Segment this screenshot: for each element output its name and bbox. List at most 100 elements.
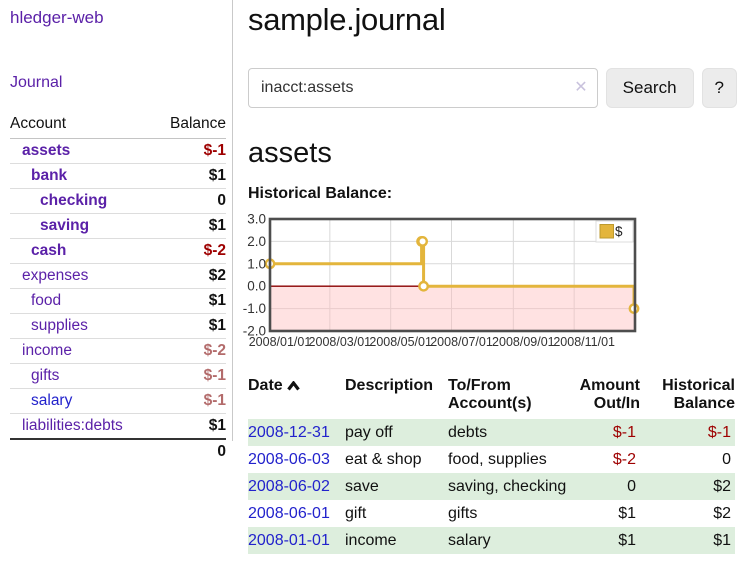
data-point-marker[interactable] — [417, 236, 428, 247]
sidebar-item-journal[interactable]: Journal — [10, 74, 63, 91]
accounts-total-balance: 0 — [154, 438, 226, 464]
account-balance: $1 — [154, 163, 226, 189]
transaction-amount: $-2 — [612, 451, 636, 468]
date-column-label: Date — [248, 377, 283, 394]
y-tick-label: 2.0 — [247, 234, 266, 249]
transaction-amount: $1 — [618, 505, 636, 522]
transaction-balance: $2 — [713, 505, 731, 522]
transaction-accounts: food, supplies — [448, 451, 547, 468]
search-button[interactable]: Search — [605, 68, 694, 108]
account-row: gifts $-1 — [10, 363, 226, 389]
account-row: income $-2 — [10, 338, 226, 364]
register-row: 2008-06-03 eat & shop food, supplies $-2 0 — [248, 446, 735, 473]
account-row: liabilities:debts $1 — [10, 413, 226, 439]
account-balance: $2 — [154, 263, 226, 289]
account-balance: $-2 — [154, 238, 226, 264]
register-header-description: Description — [345, 377, 434, 394]
transaction-date-link[interactable]: 2008-12-31 — [248, 419, 345, 446]
account-balance: 0 — [154, 188, 226, 214]
transaction-amount: $-1 — [576, 419, 640, 446]
account-link-checking[interactable]: checking — [10, 188, 155, 214]
register-row: 2008-12-31 pay off debts $-1 $-1 — [248, 419, 735, 446]
x-tick-label: 2008/11/01 — [553, 335, 615, 349]
x-tick-label: 2008/05/01 — [369, 335, 432, 349]
account-link-cash[interactable]: cash — [10, 238, 155, 264]
search-form: ✕ Search ? — [248, 68, 737, 108]
y-tick-label: -1.0 — [243, 301, 266, 316]
transaction-description: eat & shop — [345, 451, 422, 468]
main-content: sample.journal ✕ Search ? assets Histori… — [243, 0, 737, 554]
transaction-accounts: salary — [448, 527, 576, 554]
x-tick-label: 2008/09/01 — [492, 335, 555, 349]
transaction-date-link[interactable]: 2008-01-01 — [248, 527, 345, 554]
transaction-description: pay off — [345, 419, 448, 446]
legend-swatch — [599, 224, 614, 239]
transaction-date-link[interactable]: 2008-06-01 — [248, 505, 330, 522]
plot-border — [268, 217, 637, 333]
clear-search-icon[interactable]: ✕ — [574, 79, 588, 96]
sidebar: hledger-web Journal Account Balance asse… — [0, 0, 233, 464]
transaction-accounts: debts — [448, 419, 576, 446]
account-balance: $1 — [154, 288, 226, 314]
transaction-balance: $-1 — [640, 419, 735, 446]
account-row: bank $1 — [10, 163, 226, 189]
transaction-amount: $1 — [576, 527, 640, 554]
transaction-accounts: saving, checking — [448, 473, 576, 500]
register-table: Date Description To/From Account(s) Amou… — [248, 375, 735, 554]
transaction-date-link[interactable]: 2008-06-03 — [248, 451, 330, 468]
register-row: 2008-06-01 gift gifts $1 $2 — [248, 500, 735, 527]
account-link-saving[interactable]: saving — [10, 213, 155, 239]
account-row: expenses $2 — [10, 263, 226, 289]
account-link-assets[interactable]: assets — [22, 142, 71, 159]
account-row: saving $1 — [10, 213, 226, 239]
search-input[interactable] — [248, 68, 598, 108]
data-point-marker[interactable] — [418, 280, 429, 292]
account-balance: $-2 — [154, 338, 226, 364]
brand-link[interactable]: hledger-web — [10, 8, 104, 27]
historical-balance-chart[interactable]: $3.0 2.0 1.0 0.0 -1.0 -2.02008/01/012008/03/0… — [243, 210, 643, 355]
account-link-liabilities-debts[interactable]: liabilities:debts — [10, 413, 155, 439]
accounts-table: Account Balance assets $-1 bank $1 checking 0… — [10, 112, 226, 464]
account-balance: $1 — [154, 313, 226, 339]
accounts-table-body: assets $-1 bank $1 checking 0 saving $1 cash $-2 e… — [10, 139, 226, 439]
legend-label: $ — [615, 224, 623, 239]
chart-label: Historical Balance: — [248, 185, 393, 202]
transaction-balance: $2 — [640, 473, 735, 500]
register-header-amount: Amount Out/In — [579, 377, 640, 412]
transaction-date-link[interactable]: 2008-06-02 — [248, 473, 345, 500]
account-balance: $-1 — [203, 142, 226, 159]
account-link-expenses[interactable]: expenses — [10, 263, 155, 289]
y-tick-label: 1.0 — [247, 256, 266, 271]
register-header-accounts: To/From Account(s) — [448, 377, 532, 412]
register-header-balance: Historical Balance — [662, 377, 735, 412]
account-link-supplies[interactable]: supplies — [10, 313, 155, 339]
accounts-header-account: Account — [10, 112, 155, 139]
accounts-total-row: 0 — [10, 438, 226, 464]
transaction-description: gift — [345, 505, 367, 522]
account-row: assets $-1 — [10, 139, 226, 164]
transaction-description: save — [345, 473, 448, 500]
account-row: cash $-2 — [10, 238, 226, 264]
account-balance: $1 — [154, 413, 226, 439]
account-row: food $1 — [10, 288, 226, 314]
account-row: supplies $1 — [10, 313, 226, 339]
register-header-date[interactable]: Date — [248, 375, 345, 419]
account-link-salary[interactable]: salary — [10, 388, 155, 414]
account-balance: $1 — [154, 213, 226, 239]
account-balance: $-1 — [154, 363, 226, 389]
account-link-food[interactable]: food — [10, 288, 155, 314]
account-row: checking 0 — [10, 188, 226, 214]
x-tick-label: 2008/03/01 — [309, 335, 372, 349]
y-tick-label: 0.0 — [247, 279, 266, 294]
sort-ascending-icon — [286, 381, 300, 391]
register-row: 2008-01-01 income salary $1 $1 — [248, 527, 735, 554]
account-link-bank[interactable]: bank — [10, 163, 155, 189]
account-link-gifts[interactable]: gifts — [10, 363, 155, 389]
help-button[interactable]: ? — [701, 68, 737, 108]
transaction-balance: $1 — [640, 527, 735, 554]
register-row: 2008-06-02 save saving, checking 0 $2 — [248, 473, 735, 500]
account-link-income[interactable]: income — [10, 338, 155, 364]
transaction-amount: 0 — [576, 473, 640, 500]
account-row: salary $-1 — [10, 388, 226, 414]
